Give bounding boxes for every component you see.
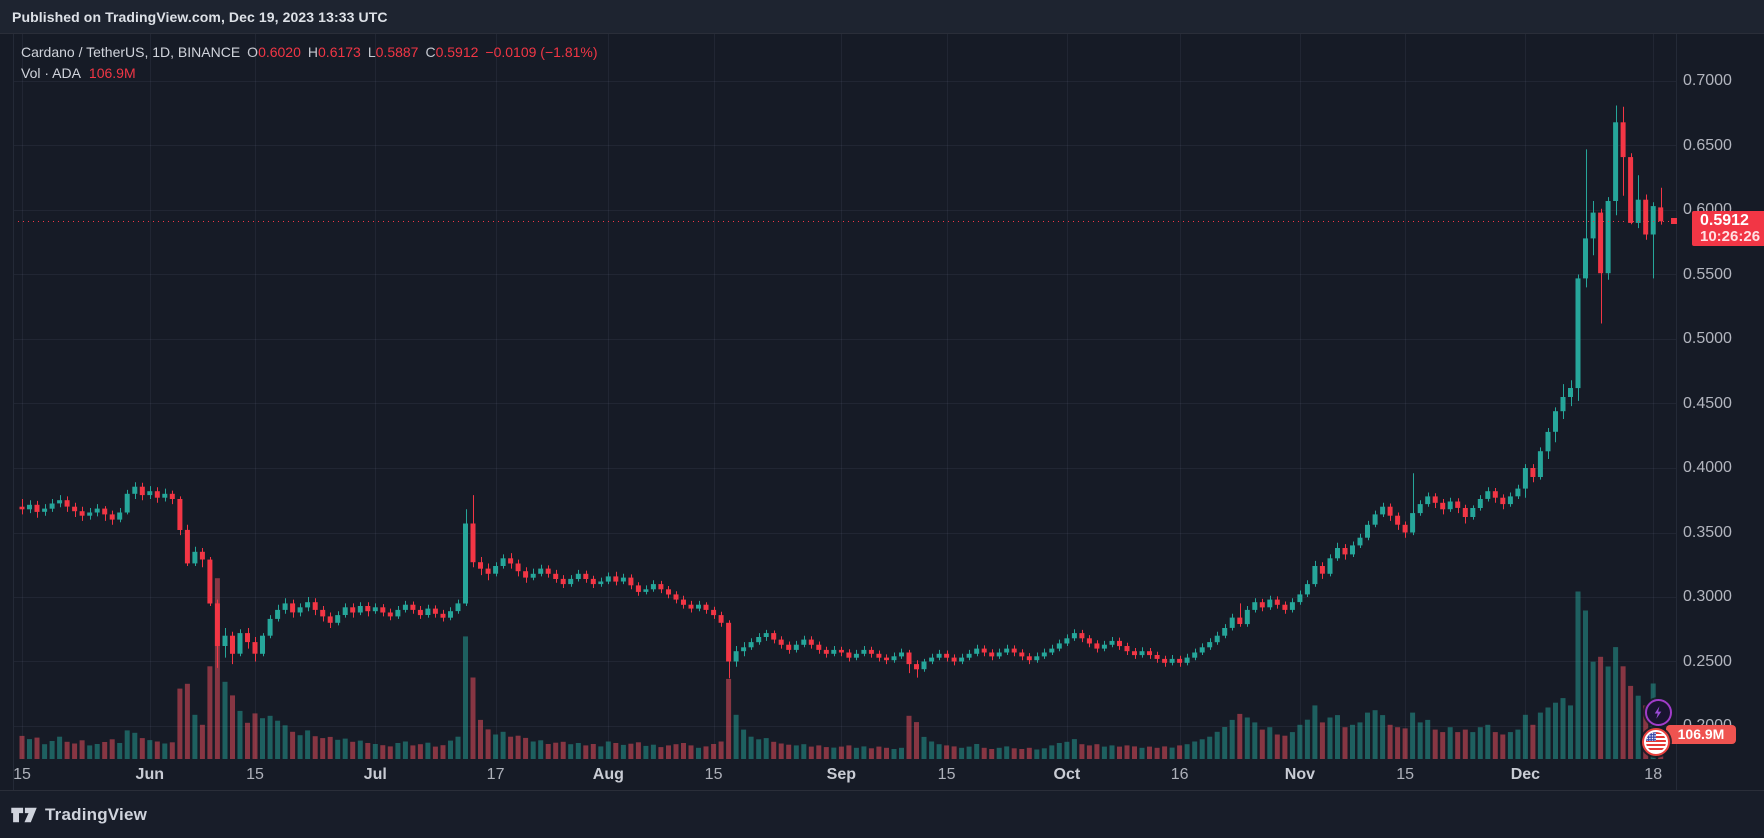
flag-canton [1646,732,1656,741]
price-axis-label: 0.2500 [1683,652,1732,670]
time-axis-label: 15 [1396,766,1415,783]
last-price-tag: 0.5912 10:26:26 [1692,211,1764,246]
published-bar: Published on TradingView.com, Dec 19, 20… [0,0,1764,34]
tradingview-logo-icon[interactable] [10,805,38,825]
time-axis-label: Sep [826,766,857,783]
time-axis-label: 15 [246,766,264,783]
low-value: 0.5887 [375,44,419,60]
price-axis-label: 0.3500 [1683,523,1732,541]
price-axis-label: 0.5500 [1683,265,1732,283]
time-axis-label: Nov [1284,766,1315,783]
published-text: Published on TradingView.com, Dec 19, 20… [12,8,388,25]
volume-value: 106.9M [88,65,136,81]
price-axis-label: 0.5000 [1683,330,1732,347]
close-label: C [425,44,436,60]
volume-legend: Vol · ADA 106.9M [21,64,136,82]
price-axis-label: 0.6500 [1683,136,1732,154]
open-value: 0.6020 [258,44,301,60]
low-label: L [367,44,376,60]
close-value: 0.5912 [435,44,479,60]
high-value: 0.6173 [318,44,361,60]
event-marker-lightning[interactable] [1645,699,1672,726]
volume-axis-tag: 106.9M [1666,725,1736,744]
symbol-title[interactable]: Cardano / TetherUS, 1D, BINANCE [21,44,241,60]
tradingview-brand-text[interactable]: TradingView [45,804,148,824]
chart-pane[interactable] [0,33,1764,791]
time-axis-label: Jun [135,766,165,783]
time-axis-label: Aug [592,766,624,783]
time-axis-label: Jul [363,766,387,783]
time-axis-label: 17 [486,766,505,783]
time-axis-label: 18 [1644,766,1663,783]
time-axis-label: Oct [1053,766,1081,783]
time-axis-label: Dec [1510,766,1541,783]
volume-label[interactable]: Vol · ADA [21,65,81,81]
time-axis-label: 16 [1170,766,1189,783]
candle-countdown: 10:26:26 [1700,228,1761,245]
price-axis-label: 0.7000 [1683,72,1732,89]
high-label: H [307,44,319,60]
price-axis-label: 0.3000 [1683,588,1732,605]
time-axis-label: 15 [13,766,31,783]
symbol-legend: Cardano / TetherUS, 1D, BINANCE O0.6020 … [21,42,598,62]
price-axis-label: 0.4000 [1683,459,1732,476]
us-flag-icon [1646,732,1666,752]
plot-left-border [13,33,14,790]
last-price-notch [1671,218,1677,224]
open-label: O [247,44,259,60]
price-axis-separator[interactable] [1676,33,1677,790]
price-axis-label: 0.4500 [1683,394,1732,412]
time-axis-label: 15 [937,766,956,783]
lightning-icon [1654,706,1662,719]
change-value: −0.0109 (−1.81%) [485,44,598,60]
event-marker-us-flag[interactable] [1642,728,1670,756]
last-price-value: 0.5912 [1700,212,1749,229]
time-axis-label: 15 [704,766,723,783]
footer-bar: TradingView [0,791,1764,838]
